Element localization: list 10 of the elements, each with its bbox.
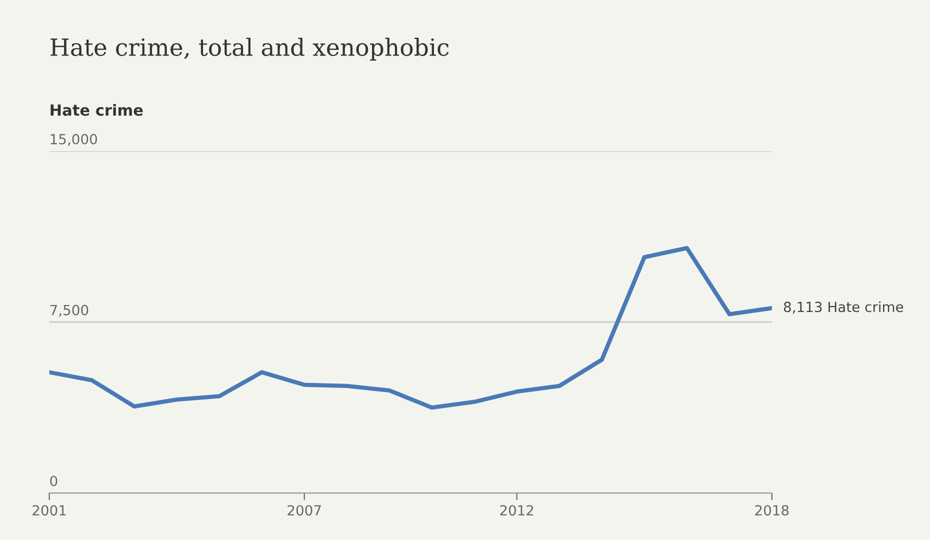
x-tick-label: 2012 (500, 505, 534, 516)
y-axis-title: Hate crime (50, 104, 143, 116)
annotation: 8,113 Hate crime (784, 301, 904, 314)
x-tick-label: 2007 (288, 505, 321, 516)
x-tick-label: 2018 (755, 505, 789, 516)
y-tick-label: 15,000 (50, 134, 97, 146)
chart-title: Hate crime, total and xenophobic (50, 38, 449, 61)
y-tick-label: 0 (50, 476, 58, 486)
y-tick-label: 7,500 (50, 304, 88, 317)
x-tick-label: 2001 (32, 505, 66, 516)
